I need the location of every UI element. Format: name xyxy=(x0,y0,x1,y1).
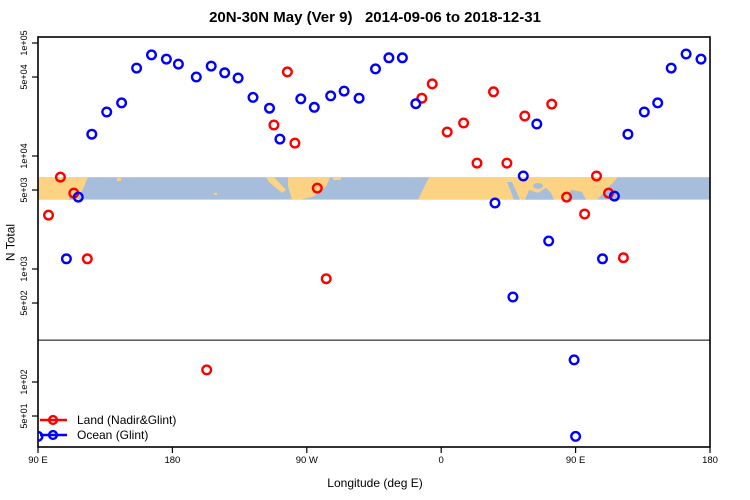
legend-symbol-land xyxy=(40,414,67,426)
data-point xyxy=(190,71,202,83)
data-point xyxy=(101,106,113,118)
data-point xyxy=(289,137,301,149)
map-land-mexico xyxy=(288,177,330,200)
y-axis-title: N Total xyxy=(3,223,18,262)
data-point xyxy=(205,60,217,72)
x-axis-title: Longitude (deg E) xyxy=(327,476,423,490)
data-point xyxy=(591,170,603,182)
data-point xyxy=(81,253,93,265)
data-point xyxy=(441,126,453,138)
legend-symbol-ocean xyxy=(40,429,67,441)
y-tick-label: 5e+01 xyxy=(19,403,29,429)
data-point xyxy=(268,119,280,131)
legend-label-ocean: Ocean (Glint) xyxy=(77,428,149,442)
map-land-hawaii xyxy=(214,192,217,195)
chart-title: 20N-30N May (Ver 9) 2014-09-06 to 2018-1… xyxy=(209,9,541,26)
data-point xyxy=(264,102,276,114)
legend-item-land: Land (Nadir&Glint) xyxy=(40,413,176,427)
data-point xyxy=(160,53,172,65)
plot-frame xyxy=(37,36,711,448)
data-point xyxy=(617,252,629,264)
data-point xyxy=(353,92,365,104)
data-point xyxy=(232,72,244,84)
data-point xyxy=(471,157,483,169)
data-point xyxy=(665,62,677,74)
x-tick-label: 180 xyxy=(164,455,181,466)
data-point xyxy=(172,58,184,70)
data-point xyxy=(295,93,307,105)
y-tick-label: 5e+02 xyxy=(19,290,29,316)
map-land-florida xyxy=(333,177,341,181)
data-point xyxy=(410,98,422,110)
data-point xyxy=(281,66,293,78)
legend-item-ocean: Ocean (Glint) xyxy=(40,428,148,442)
data-point xyxy=(695,53,707,65)
map-land-island xyxy=(117,178,121,182)
x-tick-label: 90 E xyxy=(565,455,586,466)
map-ocean-gulf xyxy=(533,182,543,189)
y-tick-label: 5e+04 xyxy=(19,64,29,90)
data-point xyxy=(383,52,395,64)
data-point xyxy=(311,182,323,194)
x-tick-label: 90 E xyxy=(28,455,48,466)
data-point xyxy=(72,191,84,203)
data-point xyxy=(86,128,98,140)
data-point xyxy=(320,273,332,285)
data-point xyxy=(519,110,531,122)
data-point xyxy=(543,235,555,247)
data-point xyxy=(325,90,337,102)
data-point xyxy=(507,291,519,303)
data-point xyxy=(116,97,128,109)
data-point xyxy=(568,354,580,366)
data-point xyxy=(201,364,213,376)
data-point xyxy=(396,52,408,64)
data-point xyxy=(638,106,650,118)
x-tick-label: 0 xyxy=(438,455,444,466)
map-ocean-arabian xyxy=(525,187,554,200)
data-point xyxy=(131,62,143,74)
data-point xyxy=(517,170,529,182)
map-ocean-redsea xyxy=(507,182,520,200)
data-point xyxy=(426,78,438,90)
data-point xyxy=(43,209,55,221)
data-point xyxy=(488,86,500,98)
data-point xyxy=(338,85,350,97)
data-point xyxy=(370,63,382,75)
data-point xyxy=(570,430,582,442)
data-point xyxy=(60,253,72,265)
y-tick-label: 5e+03 xyxy=(19,177,29,203)
data-point xyxy=(597,253,609,265)
data-point xyxy=(579,208,591,220)
data-point xyxy=(145,49,157,61)
data-point xyxy=(680,48,692,60)
data-point xyxy=(489,197,501,209)
data-point xyxy=(622,128,634,140)
data-point xyxy=(561,191,573,203)
data-point xyxy=(546,98,558,110)
data-point xyxy=(608,190,620,202)
data-point xyxy=(501,157,513,169)
x-tick-label: 180 xyxy=(702,455,718,466)
data-point xyxy=(38,430,44,442)
data-points-layer xyxy=(38,48,707,442)
legend-label-land: Land (Nadir&Glint) xyxy=(77,413,177,427)
map-land-baja xyxy=(266,177,286,193)
data-point xyxy=(531,118,543,130)
data-point xyxy=(54,171,66,183)
x-tick-label: 90 W xyxy=(295,455,318,466)
data-point xyxy=(458,117,470,129)
data-point xyxy=(308,101,320,113)
data-point xyxy=(219,67,231,79)
data-point xyxy=(416,92,428,104)
data-point xyxy=(652,97,664,109)
data-point xyxy=(247,91,259,103)
data-point xyxy=(274,133,286,145)
axis-ticks xyxy=(32,42,711,453)
